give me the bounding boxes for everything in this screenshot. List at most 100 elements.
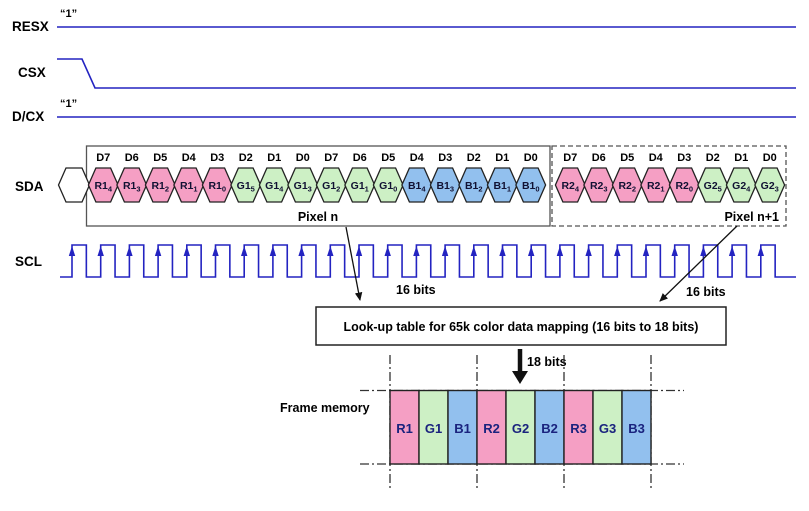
bit-headers-group: D7 D6 D5 D4 D3 D2 D1 D0 D7 D6 D5 D4 D3 D2 D1 D0 D7 D6 D5 D4…	[96, 152, 777, 164]
bit-header: D3	[438, 152, 452, 164]
sda-bit-label: G24	[732, 180, 751, 194]
sda-idle-hexagon	[57, 167, 91, 203]
sda-bit-label: G10	[379, 180, 397, 194]
sda-bit-label: G25	[704, 180, 722, 194]
clock-edge-arrow-icon	[528, 246, 535, 256]
clock-edge-arrow-icon	[241, 246, 248, 256]
signal-label-scl: SCL	[15, 254, 42, 269]
clock-edge-arrow-icon	[68, 246, 76, 256]
frame-memory-cell	[389, 389, 420, 465]
sda-bit-label: R13	[123, 180, 141, 194]
frame-memory-cell	[447, 389, 478, 465]
sda-bit-label: R21	[647, 180, 665, 194]
clock-edge-arrow-icon	[470, 246, 477, 256]
bits18-arrowhead	[512, 371, 528, 384]
bit-header: D7	[96, 152, 110, 164]
clock-edge-arrow-icon	[700, 246, 707, 256]
signal-label-resx: RESX	[12, 19, 49, 34]
bit-header: D0	[296, 152, 310, 164]
frame-memory-cell	[505, 389, 536, 465]
clock-edge-arrow-icon	[585, 246, 592, 256]
frame-memory-cell	[592, 389, 623, 465]
sda-bit-label: B10	[522, 180, 540, 194]
bits18-label: 18 bits	[527, 355, 567, 369]
sda-hexagons-group: R14 R13 R12 R11 R10 G15 G14 G13 G12 G11 G10 B14 B13 B…	[57, 167, 786, 203]
sda-bit-label: R23	[590, 180, 608, 194]
bit-header: D0	[763, 152, 777, 164]
csx-waveform	[57, 58, 796, 89]
clock-edge-arrow-icon	[614, 246, 621, 256]
frame-memory-cells-group: R1 G1 B1 R2 G2 B2 R3 G3 B3	[389, 389, 652, 465]
scl-waveform	[60, 244, 796, 278]
signal-label-csx: CSX	[18, 65, 46, 80]
left-16bits-label: 16 bits	[396, 283, 436, 297]
sda-bit-label: R24	[561, 180, 579, 194]
scl-clock-group	[60, 244, 796, 278]
frame-memory-cell-label: B2	[541, 421, 558, 436]
bit-header: D3	[210, 152, 224, 164]
frame-memory-label: Frame memory	[280, 401, 370, 415]
bit-header: D1	[267, 152, 281, 164]
frame-memory-cell	[534, 389, 565, 465]
sda-bit-label: G13	[294, 180, 312, 194]
frame-memory-cell	[621, 389, 652, 465]
pixel-n1-to-lut-arrow	[659, 225, 738, 302]
clock-edge-arrow-icon	[183, 246, 190, 256]
bit-header: D6	[353, 152, 367, 164]
sda-bit-label: R14	[94, 180, 112, 194]
clock-edge-arrow-icon	[298, 246, 305, 256]
clock-edge-arrow-icon	[212, 246, 219, 256]
lut-label: Look-up table for 65k color data mapping…	[344, 320, 699, 334]
pixel-n1-box	[551, 145, 787, 227]
frame-memory-cell-label: B3	[628, 421, 645, 436]
pixel-n-to-lut-arrow	[345, 226, 363, 301]
sda-bit-label: G15	[237, 180, 255, 194]
frame-memory-cell-label: R2	[483, 421, 500, 436]
bit-header: D4	[182, 152, 197, 164]
pixel-n1-label: Pixel n+1	[724, 210, 779, 224]
sda-bit-label: R22	[618, 180, 636, 194]
lut-box	[315, 306, 727, 346]
frame-memory-cell-label: B1	[454, 421, 471, 436]
clock-edge-arrow-icon	[728, 246, 736, 256]
bit-header: D4	[410, 152, 425, 164]
clock-edge-arrow-icon	[499, 246, 506, 256]
bit-header: D4	[649, 152, 664, 164]
sda-bit-label: B14	[408, 180, 426, 194]
bit-header: D5	[153, 152, 167, 164]
bit-header: D1	[495, 152, 509, 164]
signal-label-sda: SDA	[15, 179, 44, 194]
bit-header: D2	[467, 152, 481, 164]
sda-bit-label: R20	[675, 180, 693, 194]
bit-header: D6	[592, 152, 606, 164]
bit-header: D2	[239, 152, 253, 164]
bit-header: D7	[563, 152, 577, 164]
sda-bit-label: B13	[436, 180, 454, 194]
clock-edge-arrow-icon	[269, 246, 277, 256]
bit-header: D6	[125, 152, 139, 164]
sda-bit-label: G11	[351, 180, 369, 194]
sda-bit-label: R12	[151, 180, 169, 194]
frame-memory-cell-label: G3	[599, 421, 616, 436]
signal-label-dcx: D/CX	[12, 109, 44, 124]
clock-edge-arrow-icon	[126, 246, 133, 256]
clock-edge-arrow-icon	[441, 246, 449, 256]
dcx-level-annotation: “1”	[60, 98, 77, 110]
clock-edge-arrow-icon	[671, 246, 678, 256]
frame-memory-cell-label: G2	[512, 421, 529, 436]
sda-bit-label: G12	[322, 180, 340, 194]
bit-header: D5	[620, 152, 634, 164]
clock-edge-arrow-icon	[97, 246, 104, 256]
resx-level-annotation: “1”	[60, 8, 77, 20]
clock-edge-arrow-icon	[556, 246, 564, 256]
frame-memory-cell-label: G1	[425, 421, 442, 436]
bit-header: D7	[324, 152, 338, 164]
clock-edge-arrow-icon	[642, 246, 650, 256]
bit-header: D2	[706, 152, 720, 164]
frame-memory-cell-label: R3	[570, 421, 587, 436]
clock-edge-arrow-icon	[355, 246, 363, 256]
bit-header: D1	[734, 152, 748, 164]
bit-header: D5	[381, 152, 395, 164]
sda-bit-hexagon	[515, 167, 547, 203]
